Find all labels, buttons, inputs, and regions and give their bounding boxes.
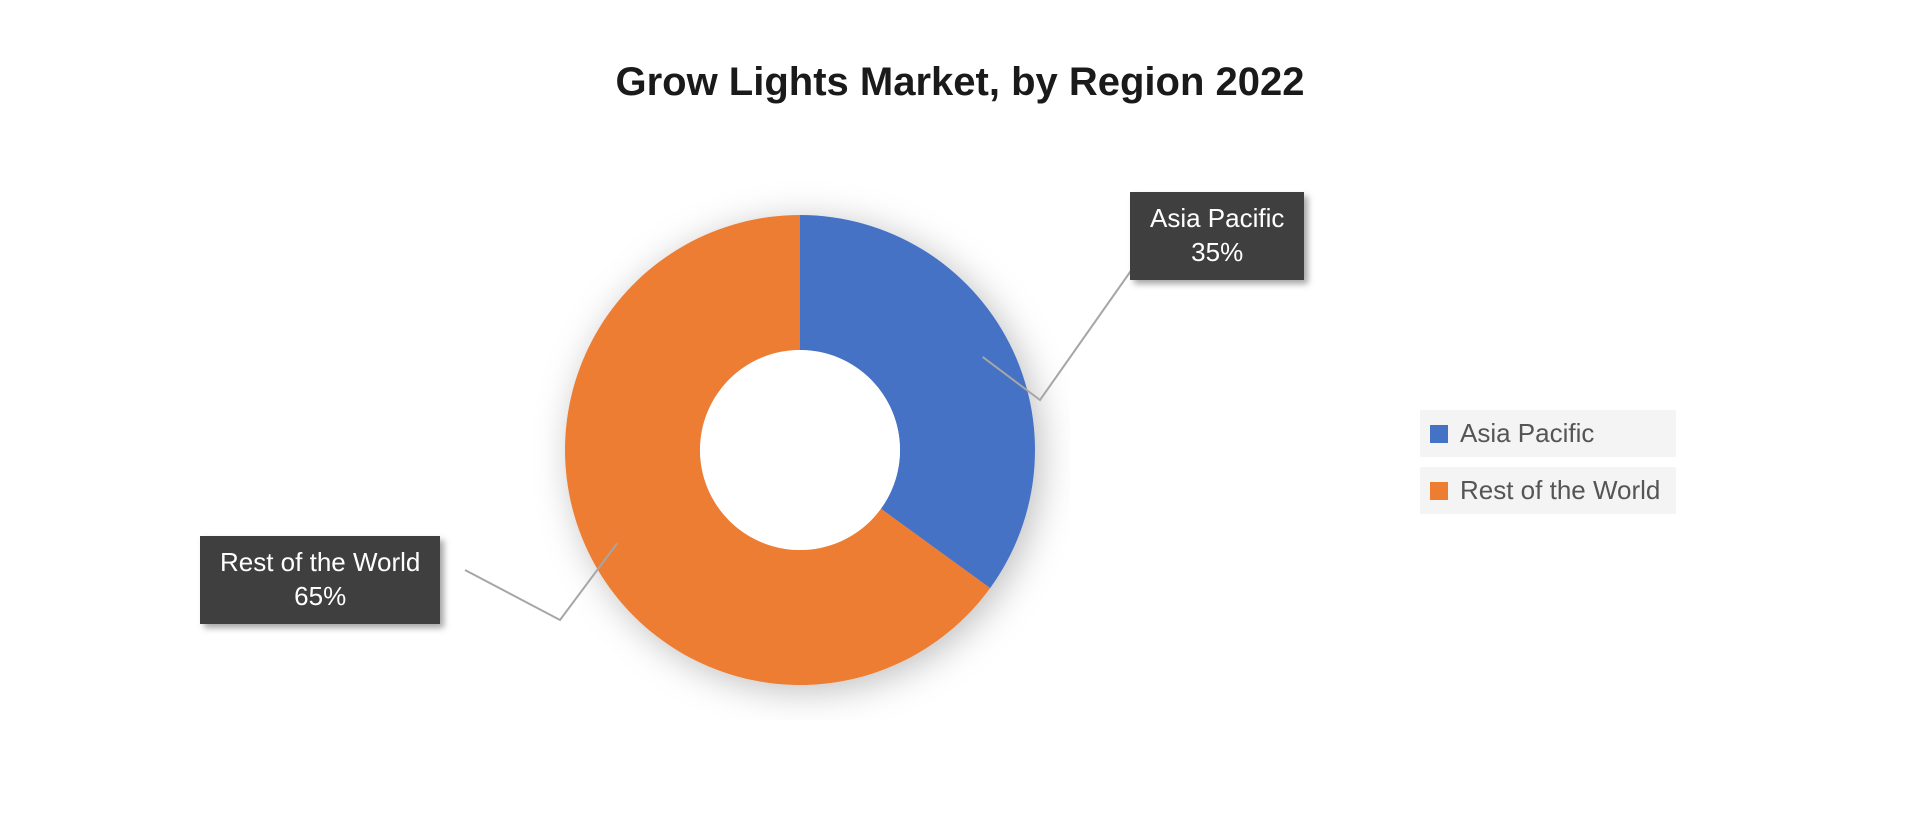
callout-asia-pacific: Asia Pacific 35% xyxy=(1130,192,1304,280)
donut-svg xyxy=(530,180,1070,720)
legend-label: Asia Pacific xyxy=(1460,418,1594,449)
donut-stage xyxy=(530,180,1070,720)
legend-swatch xyxy=(1430,482,1448,500)
legend-item-rest-of-world: Rest of the World xyxy=(1420,467,1676,514)
legend-label: Rest of the World xyxy=(1460,475,1660,506)
chart-container: Grow Lights Market, by Region 2022 Asia … xyxy=(0,0,1920,818)
callout-label: Asia Pacific xyxy=(1150,202,1284,236)
callout-percent: 35% xyxy=(1150,236,1284,270)
legend-swatch xyxy=(1430,425,1448,443)
callout-rest-of-world: Rest of the World 65% xyxy=(200,536,440,624)
callout-percent: 65% xyxy=(220,580,420,614)
chart-title: Grow Lights Market, by Region 2022 xyxy=(0,60,1920,105)
legend: Asia Pacific Rest of the World xyxy=(1420,410,1676,524)
legend-item-asia-pacific: Asia Pacific xyxy=(1420,410,1676,457)
callout-label: Rest of the World xyxy=(220,546,420,580)
